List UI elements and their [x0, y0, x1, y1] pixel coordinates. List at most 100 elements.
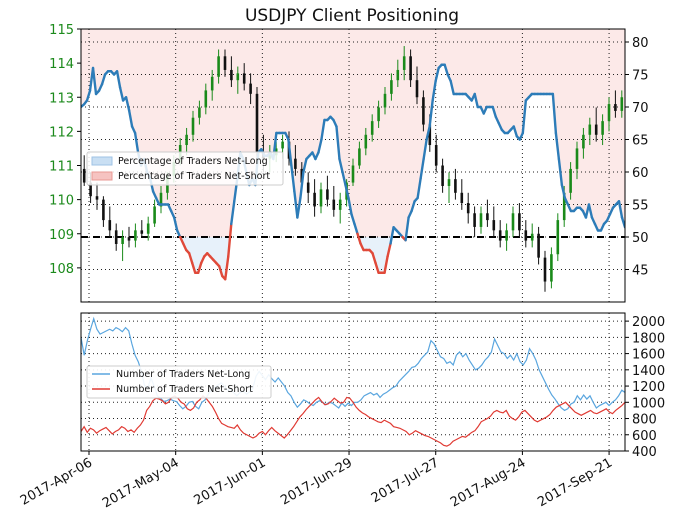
candle [204, 83, 208, 115]
candle-body [191, 117, 195, 135]
count-tick-label: 1000 [632, 396, 665, 411]
legend-swatch-net-short [91, 171, 113, 181]
candle [422, 90, 425, 132]
candle-body [102, 199, 105, 221]
candle-body [230, 69, 233, 81]
positioning-legend: Percentage of Traders Net-Long Percentag… [86, 151, 284, 186]
percent-line-segment [443, 63, 449, 76]
percent-line-segment [356, 232, 362, 245]
candle [242, 63, 246, 91]
candle-body [95, 196, 99, 200]
candle [460, 179, 464, 210]
count-tick-label: 600 [632, 429, 657, 444]
percent-tick-label: 45 [632, 264, 649, 279]
price-candles [82, 46, 624, 292]
candle-body [153, 206, 156, 224]
candle-body [332, 199, 336, 210]
percent-tick-label: 75 [632, 69, 649, 84]
candle-body [607, 104, 611, 122]
candle-body [294, 158, 297, 169]
candle [338, 192, 342, 224]
candle-body [492, 220, 496, 231]
candle [294, 145, 297, 176]
candle [594, 107, 598, 142]
legend-label-net-short: Percentage of Traders Net-Short [118, 171, 270, 182]
date-tick-label: 2017-Apr-06 [18, 455, 95, 508]
date-tick-label: 2017-Sep-21 [535, 455, 615, 510]
percent-line-segment [344, 183, 350, 200]
percent-axis-right: 45 50 55 60 65 70 75 80 [625, 36, 649, 279]
candle-body [479, 213, 483, 227]
candle [114, 223, 118, 251]
candle [524, 220, 528, 248]
candle [575, 141, 579, 180]
candle-body [108, 220, 112, 231]
candle-body [326, 189, 329, 200]
candle-body [319, 189, 323, 207]
candle [473, 206, 476, 238]
candle [518, 203, 521, 238]
candle [326, 175, 329, 207]
candle-body [396, 69, 400, 81]
candle-body [505, 230, 508, 241]
candle-body [441, 165, 444, 186]
candle [569, 162, 572, 200]
percent-tick-label: 60 [632, 166, 649, 181]
candle-body [114, 230, 118, 244]
candle-body [204, 90, 208, 108]
candle-body [428, 124, 432, 146]
percent-line-segment [521, 99, 528, 135]
percent-line-segment [85, 89, 92, 102]
candle-body [530, 233, 534, 241]
candle-body [281, 141, 284, 149]
percent-line-segment [317, 138, 323, 154]
percent-line-segment [353, 222, 359, 235]
candle-body [473, 213, 476, 227]
candle-body [518, 213, 521, 231]
percent-line-segment [386, 242, 392, 258]
percent-line-segment [350, 213, 356, 226]
candle-body [242, 73, 246, 84]
percent-line-segment [91, 66, 98, 96]
candle-body [498, 230, 502, 241]
percent-line-segment [127, 109, 134, 128]
legend-swatch-net-long [91, 156, 113, 166]
percent-line-segment [410, 200, 416, 213]
candle [498, 220, 502, 248]
candle [530, 223, 534, 248]
percent-tick-label: 55 [632, 199, 649, 214]
candle-body [223, 56, 227, 70]
percent-line-segment [227, 222, 233, 258]
percent-line-segment [449, 79, 455, 96]
candle [447, 172, 451, 204]
candle-body [198, 107, 201, 118]
candle-body [89, 182, 92, 197]
trader-count-panel-frame [80, 312, 626, 452]
percent-line-segment [100, 73, 107, 86]
net-long-fill-area [81, 237, 625, 280]
percent-line-segment [431, 79, 437, 102]
percent-line-segment [587, 203, 594, 219]
price-tick-label: 110 [49, 194, 74, 209]
percent-tick-label: 70 [632, 101, 649, 116]
candle [217, 49, 220, 84]
candle [198, 100, 201, 125]
candle [351, 158, 355, 186]
percent-line-segment [416, 177, 422, 200]
candle-body [377, 107, 380, 122]
candle-body [620, 97, 624, 111]
candle [377, 100, 380, 128]
candle-body [575, 148, 579, 169]
percent-line-segment [557, 157, 564, 187]
candle-body [460, 192, 464, 204]
chart-title: USDJPY Client Positioning [245, 6, 459, 26]
percent-line-segment [341, 170, 347, 187]
date-tick-label: 2017-Jun-01 [192, 455, 269, 508]
candle-body [351, 165, 355, 183]
percent-line-segment [187, 252, 194, 265]
candle-body [134, 230, 137, 241]
legend-label-net-short-count: Number of Traders Net-Short [116, 384, 253, 395]
